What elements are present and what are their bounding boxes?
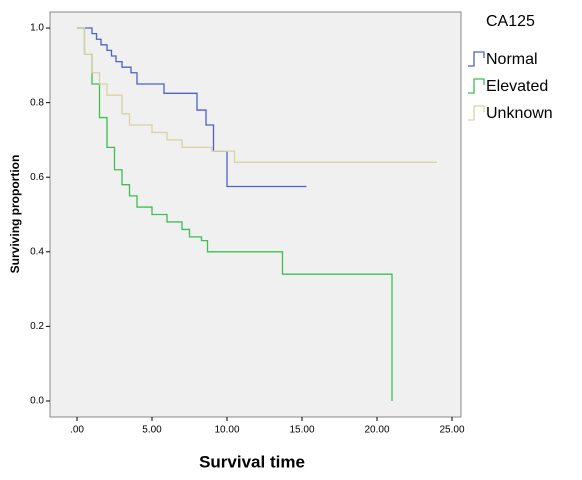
- survival-curve: [77, 27, 393, 401]
- survival-curve: [77, 27, 307, 188]
- y-tick-label: 0.2: [30, 321, 44, 332]
- legend-swatch: [468, 78, 485, 94]
- y-tick-label: 0.6: [30, 172, 44, 183]
- x-axis-label: Survival time: [199, 452, 305, 471]
- y-tick-label: 0.0: [30, 396, 44, 407]
- x-tick-label: 15.00: [289, 425, 314, 436]
- y-tick-label: 1.0: [30, 23, 44, 34]
- legend-label: Unknown: [486, 105, 553, 122]
- legend-label: Elevated: [486, 78, 548, 95]
- survival-curve: [77, 27, 437, 163]
- plot-area: [49, 11, 462, 418]
- legend-label: Normal: [486, 51, 538, 68]
- x-tick-label: .00: [70, 425, 84, 436]
- legend-title: CA125: [486, 13, 535, 30]
- x-tick-label: 5.00: [142, 425, 162, 436]
- x-tick-label: 20.00: [364, 425, 389, 436]
- y-axis-label: Surviving proportion: [8, 155, 22, 274]
- y-tick-label: 0.8: [30, 97, 44, 108]
- x-tick-label: 10.00: [214, 425, 239, 436]
- legend-swatch: [468, 105, 485, 121]
- legend-swatch: [468, 51, 485, 67]
- x-tick-label: 25.00: [439, 425, 464, 436]
- y-tick-label: 0.4: [30, 246, 44, 257]
